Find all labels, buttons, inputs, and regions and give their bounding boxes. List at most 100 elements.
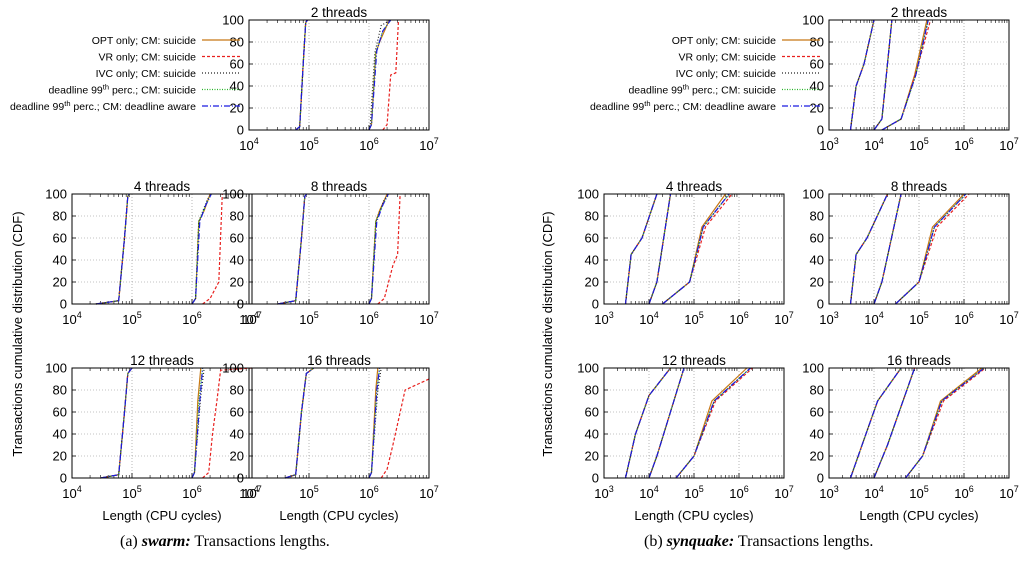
x-tick-label: 105 xyxy=(299,136,318,153)
panel-title: 12 threads xyxy=(662,353,726,368)
series-line-3 xyxy=(849,193,889,305)
y-tick-label: 40 xyxy=(230,79,244,94)
y-tick-label: 100 xyxy=(802,361,824,376)
series-line-4 xyxy=(662,193,730,305)
y-tick-label: 80 xyxy=(585,209,599,224)
y-tick-label: 100 xyxy=(45,361,67,376)
x-tick-label: 106 xyxy=(729,484,748,501)
series-line-4 xyxy=(648,193,672,305)
x-tick-label: 107 xyxy=(242,484,261,501)
series-line-4 xyxy=(675,367,751,479)
series-line-2 xyxy=(368,19,392,131)
chart-panel-b-2: 8 threads 0 20 40 60 80 100 103 104 105 106 107 xyxy=(802,179,1018,327)
x-axis-label: Length (CPU cycles) xyxy=(634,508,753,523)
series-line-4 xyxy=(849,193,889,305)
chart-panel-a-2: 8 threads 0 20 40 60 80 100 104 105 106 107 xyxy=(222,179,438,327)
series-line-0 xyxy=(881,19,928,131)
x-tick-label: 105 xyxy=(122,310,141,327)
x-tick-label: 105 xyxy=(299,484,318,501)
x-axis-label: Length (CPU cycles) xyxy=(279,508,398,523)
chart-panel-a-3: 12 threads 0 20 40 60 80 100 104 105 106 107 Length… xyxy=(45,353,261,523)
panel-title: 8 threads xyxy=(311,179,368,194)
x-tick-label: 105 xyxy=(909,136,928,153)
x-tick-label: 104 xyxy=(639,484,658,501)
series-line-3 xyxy=(624,367,671,479)
y-tick-label: 100 xyxy=(577,187,599,202)
y-tick-label: 20 xyxy=(810,449,824,464)
y-tick-label: 60 xyxy=(810,231,824,246)
caption-a: (a) swarm: Transactions lengths. xyxy=(120,533,330,551)
series-line-3 xyxy=(675,367,751,479)
x-tick-label: 106 xyxy=(182,484,201,501)
caption-a-rest: Transactions lengths. xyxy=(190,533,330,550)
y-tick-label: 0 xyxy=(592,297,599,312)
y-tick-label: 0 xyxy=(817,297,824,312)
series-line-3 xyxy=(191,367,204,479)
series-line-4 xyxy=(284,367,315,479)
series-line-3 xyxy=(95,193,131,305)
y-tick-label: 100 xyxy=(222,13,244,28)
x-tick-label: 104 xyxy=(239,136,258,153)
series-line-1 xyxy=(380,378,430,479)
chart-panel-b-0: 2 threads 0 20 40 60 80 100 103 104 105 106 107 xyxy=(802,5,1018,153)
x-tick-label: 103 xyxy=(819,136,838,153)
y-tick-label: 60 xyxy=(230,231,244,246)
series-line-4 xyxy=(95,193,131,305)
series-line-0 xyxy=(100,367,133,479)
y-tick-label: 100 xyxy=(802,187,824,202)
y-tick-label: 0 xyxy=(237,123,244,138)
series-line-4 xyxy=(873,367,916,479)
series-line-4 xyxy=(624,367,671,479)
legend-label: VR only; CM: suicide xyxy=(679,52,777,64)
series-line-0 xyxy=(191,193,211,305)
series-line-1 xyxy=(277,193,308,305)
x-tick-label: 105 xyxy=(909,484,928,501)
series-line-4 xyxy=(873,19,893,131)
series-line-2 xyxy=(849,367,902,479)
y-tick-label: 0 xyxy=(237,471,244,486)
series-line-1 xyxy=(202,367,253,479)
y-tick-label: 60 xyxy=(585,405,599,420)
y-tick-label: 60 xyxy=(53,405,67,420)
series-line-3 xyxy=(662,193,730,305)
y-tick-label: 40 xyxy=(810,79,824,94)
legend-label: deadline 99th perc.; CM: suicide xyxy=(48,83,196,97)
y-tick-label: 80 xyxy=(810,383,824,398)
x-tick-label: 105 xyxy=(909,310,928,327)
panel-title: 2 threads xyxy=(311,5,368,20)
x-tick-label: 106 xyxy=(954,136,973,153)
series-line-0 xyxy=(284,367,315,479)
series-line-1 xyxy=(849,367,902,479)
series-line-4 xyxy=(849,19,875,131)
y-tick-label: 40 xyxy=(230,427,244,442)
series-line-3 xyxy=(277,193,308,305)
chart-panel-b-4: 16 threads 0 20 40 60 80 100 103 104 105 106 107 Len… xyxy=(802,353,1018,523)
series-line-1 xyxy=(849,193,889,305)
series-line-1 xyxy=(202,193,223,305)
series-line-0 xyxy=(624,367,671,479)
series-line-2 xyxy=(895,193,967,305)
y-tick-label: 0 xyxy=(592,471,599,486)
series-line-1 xyxy=(648,193,672,305)
series-line-3 xyxy=(191,193,212,305)
legend-label: deadline 99th perc.; CM: deadline aware xyxy=(10,99,196,113)
y-tick-label: 20 xyxy=(585,449,599,464)
x-tick-label: 104 xyxy=(62,484,81,501)
chart-panel-a-1: 4 threads 0 20 40 60 80 100 104 105 106 107 xyxy=(45,179,261,327)
y-tick-label: 0 xyxy=(237,297,244,312)
x-tick-label: 107 xyxy=(999,310,1018,327)
series-line-0 xyxy=(191,367,202,479)
series-line-3 xyxy=(881,19,929,131)
series-line-2 xyxy=(191,193,212,305)
chart-panel-a-0: 2 threads 0 20 40 60 80 100 104 105 106 107 xyxy=(222,5,438,153)
y-tick-label: 60 xyxy=(810,57,824,72)
y-tick-label: 40 xyxy=(585,427,599,442)
series-line-2 xyxy=(624,193,658,305)
series-line-0 xyxy=(648,193,672,305)
x-tick-label: 106 xyxy=(359,484,378,501)
y-tick-label: 20 xyxy=(810,101,824,116)
y-tick-label: 100 xyxy=(802,13,824,28)
panel-title: 2 threads xyxy=(891,5,948,20)
y-tick-label: 80 xyxy=(53,383,67,398)
y-tick-label: 0 xyxy=(817,471,824,486)
